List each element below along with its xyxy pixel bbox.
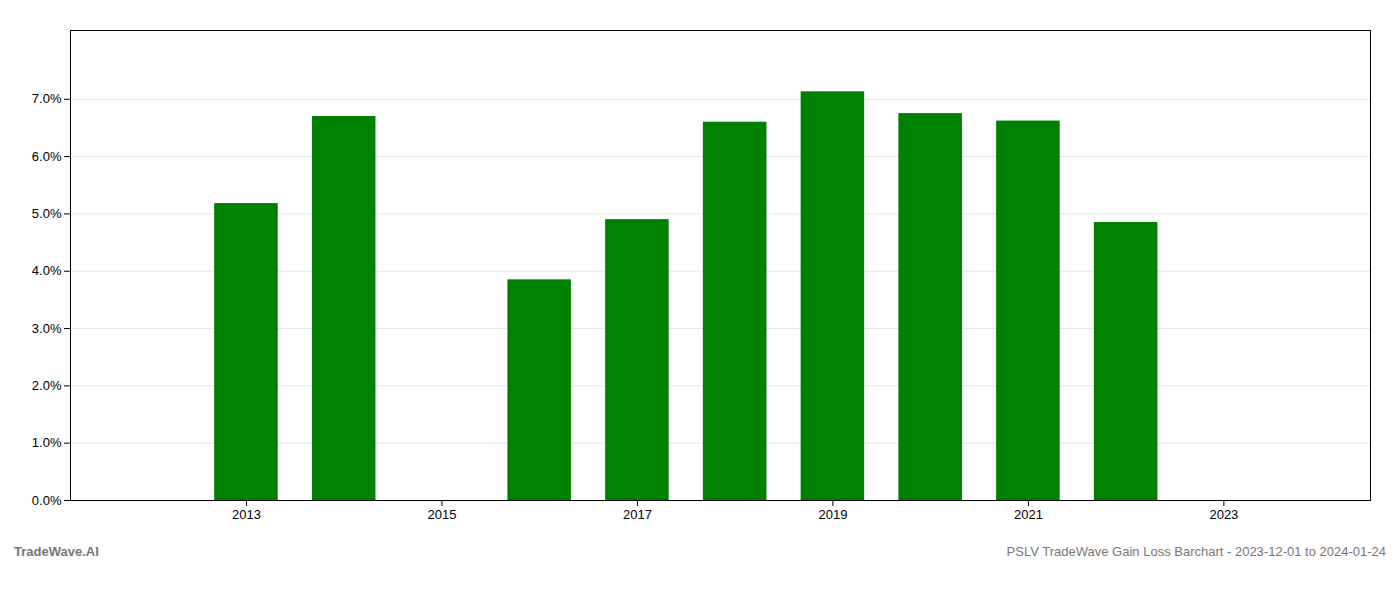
svg-text:2017: 2017 — [623, 507, 652, 522]
svg-text:5.0%: 5.0% — [32, 206, 62, 221]
svg-text:3.0%: 3.0% — [32, 321, 62, 336]
svg-text:2015: 2015 — [427, 507, 456, 522]
svg-text:0.0%: 0.0% — [32, 493, 62, 508]
svg-text:6.0%: 6.0% — [32, 149, 62, 164]
svg-text:1.0%: 1.0% — [32, 435, 62, 450]
html-text:TradeWave.AI: TradeWave.AI — [14, 544, 99, 559]
svg-text:4.0%: 4.0% — [32, 263, 62, 278]
svg-text:7.0%: 7.0% — [32, 91, 62, 106]
svg-text:2019: 2019 — [818, 507, 847, 522]
html-text:PSLV TradeWave Gain Loss Barch: PSLV TradeWave Gain Loss Barchart - 2023… — [1006, 544, 1386, 559]
svg-text:2023: 2023 — [1209, 507, 1238, 522]
svg-text:2021: 2021 — [1014, 507, 1043, 522]
svg-text:2.0%: 2.0% — [32, 378, 62, 393]
svg-text:2013: 2013 — [232, 507, 261, 522]
